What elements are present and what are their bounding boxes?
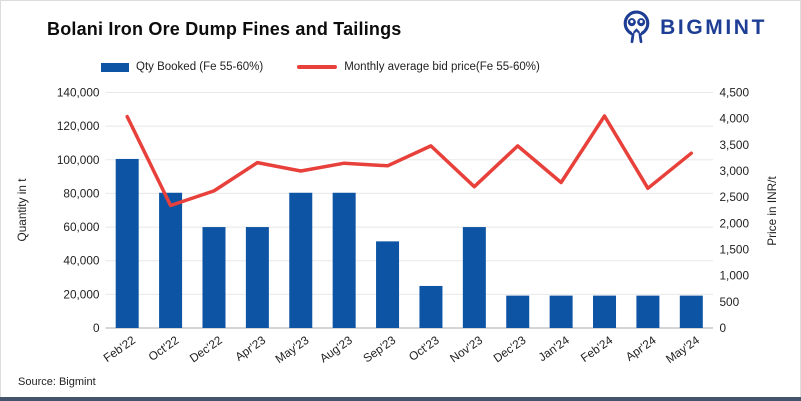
y2-axis-tick-label: 1,000 bbox=[720, 269, 750, 283]
y2-axis-tick-label: 0 bbox=[720, 321, 727, 335]
y-axis-tick-label: 100,000 bbox=[57, 153, 100, 167]
x-axis-tick-label: Sep'23 bbox=[360, 333, 398, 366]
x-axis-tick-label: Feb'22 bbox=[101, 333, 138, 365]
y-axis-tick-label: 0 bbox=[93, 321, 100, 335]
y2-axis-tick-label: 3,500 bbox=[720, 138, 750, 152]
y-axis-tick-label: 20,000 bbox=[63, 287, 100, 301]
x-axis-tick-label: May'24 bbox=[663, 333, 702, 366]
bar-May'23 bbox=[289, 192, 313, 328]
bar-Dec'22 bbox=[202, 227, 226, 328]
bar-Apr'24 bbox=[636, 295, 660, 328]
bar-Jan'24 bbox=[549, 295, 573, 328]
page-title: Bolani Iron Ore Dump Fines and Tailings bbox=[47, 19, 402, 39]
bar-Dec'23 bbox=[506, 295, 530, 328]
y2-axis-tick-label: 500 bbox=[720, 295, 740, 309]
x-axis-tick-label: Apr'24 bbox=[623, 333, 659, 364]
y-axis-tick-label: 120,000 bbox=[57, 119, 100, 133]
x-axis-tick-label: Dec'22 bbox=[187, 333, 225, 365]
legend-label: Qty Booked (Fe 55-60%) bbox=[136, 61, 264, 73]
y-axis-tick-label: 140,000 bbox=[57, 86, 100, 100]
bar-Oct'22 bbox=[159, 192, 183, 328]
bar-series-swatch bbox=[101, 62, 129, 72]
price-line bbox=[125, 114, 694, 208]
bar-Feb'24 bbox=[593, 295, 617, 328]
footer-stripe bbox=[0, 397, 801, 401]
bar-Apr'23 bbox=[245, 227, 269, 328]
x-axis-tick-label: Apr'23 bbox=[232, 333, 268, 364]
y2-axis-tick-label: 4,000 bbox=[720, 112, 750, 126]
bigmint-logo: BIGMINT bbox=[620, 9, 767, 46]
bar-Aug'23 bbox=[332, 192, 356, 328]
bar-Nov'23 bbox=[462, 227, 486, 328]
y2-axis-tick-label: 1,500 bbox=[720, 243, 750, 257]
x-axis-tick-label: Dec'23 bbox=[491, 333, 529, 366]
y2-axis-tick-label: 4,500 bbox=[720, 86, 750, 100]
bar-Oct'23 bbox=[419, 285, 443, 328]
legend-item-bid-price: Monthly average bid price(Fe 55-60%) bbox=[297, 61, 540, 73]
right-axis-title: Price in INR/t bbox=[765, 176, 779, 246]
y2-axis-tick-label: 2,000 bbox=[720, 216, 750, 230]
chart-legend: Qty Booked (Fe 55-60%) Monthly average b… bbox=[101, 61, 540, 73]
brand-name: BIGMINT bbox=[660, 15, 767, 39]
x-axis-tick-label: Feb'24 bbox=[578, 333, 616, 365]
x-axis-tick-label: May'23 bbox=[273, 333, 312, 366]
y2-axis-tick-label: 2,500 bbox=[720, 190, 750, 204]
x-axis-tick-label: Oct'23 bbox=[406, 333, 442, 364]
line-series-swatch bbox=[297, 65, 338, 69]
y2-axis-tick-label: 3,000 bbox=[720, 164, 750, 178]
legend-item-qty-booked: Qty Booked (Fe 55-60%) bbox=[101, 61, 263, 73]
y-axis-tick-label: 80,000 bbox=[63, 186, 100, 200]
y-axis-tick-label: 60,000 bbox=[63, 220, 100, 234]
x-axis-tick-label: Nov'23 bbox=[447, 333, 485, 366]
bar-Feb'22 bbox=[115, 158, 139, 328]
legend-label: Monthly average bid price(Fe 55-60%) bbox=[344, 61, 540, 73]
y-axis-tick-label: 40,000 bbox=[63, 254, 100, 268]
left-axis-title: Quantity in t bbox=[15, 178, 29, 242]
bigmint-owl-icon bbox=[623, 10, 650, 44]
bar-Sep'23 bbox=[376, 241, 400, 328]
x-axis-tick-label: Oct'22 bbox=[146, 333, 182, 364]
x-axis-tick-label: Jan'24 bbox=[536, 333, 573, 364]
source-note: Source: Bigmint bbox=[18, 376, 96, 388]
bar-May'24 bbox=[679, 295, 703, 328]
x-axis-tick-label: Aug'23 bbox=[317, 333, 355, 366]
